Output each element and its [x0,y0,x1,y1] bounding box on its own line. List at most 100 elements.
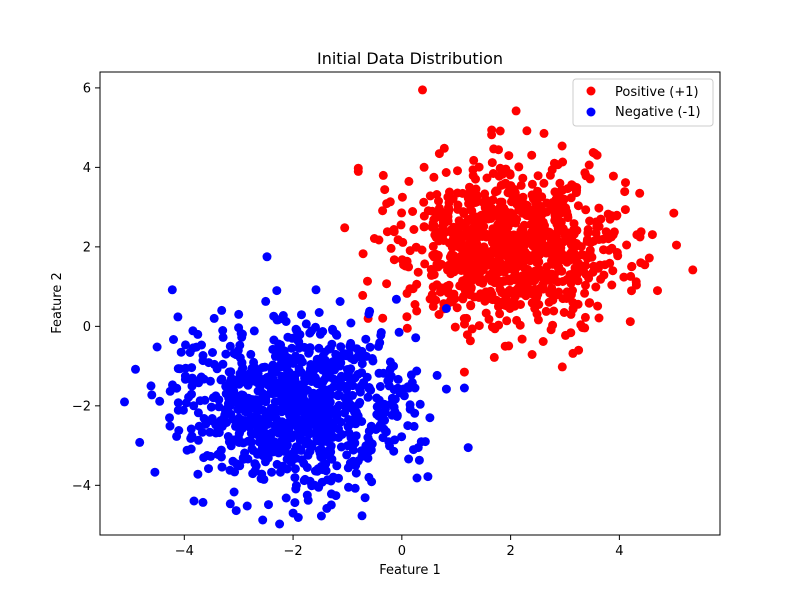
data-point [290,430,299,440]
data-point [326,441,336,451]
data-point [489,352,499,362]
data-point [468,171,478,181]
data-point [562,251,572,261]
data-point [527,350,537,359]
data-point [580,288,590,298]
data-point [522,126,532,136]
data-point [357,511,367,521]
data-point [261,296,271,306]
data-point [544,297,554,307]
data-point [487,158,497,168]
data-point [581,205,591,215]
data-point [557,266,567,276]
data-point [425,413,435,423]
data-point [328,326,338,336]
data-point [299,458,309,468]
data-point [353,369,363,379]
data-point [545,170,555,180]
data-point [483,231,493,241]
data-point [269,380,279,390]
data-point [504,151,514,161]
data-point [380,185,390,195]
data-point [409,445,418,455]
data-point [386,371,396,381]
data-point [196,372,206,382]
data-point [278,419,288,429]
data-point [248,469,258,479]
points-layer [120,85,698,529]
data-point [193,435,203,445]
data-point [229,487,239,497]
data-point [499,179,509,189]
data-point [308,388,318,398]
data-point [207,416,217,426]
data-point [493,263,503,273]
data-point [233,404,243,414]
data-point [364,309,374,319]
data-point [397,432,407,442]
data-point [485,247,495,257]
data-point [488,169,498,178]
data-point [290,473,300,483]
data-point [369,234,379,243]
data-point [226,377,236,387]
data-point [376,330,386,340]
data-point [225,499,235,509]
x-axis-ticks: −4 −2 0 2 4 [175,535,624,559]
data-point [253,386,263,396]
legend-marker-negative [586,107,596,117]
data-point [441,304,451,313]
data-point [529,276,539,286]
data-point [308,407,318,416]
x-tick-label: 2 [506,544,514,559]
data-point [533,171,543,181]
data-point [647,230,657,240]
data-point [408,207,418,216]
data-point [234,309,244,319]
data-point [199,414,209,423]
data-point [512,237,522,247]
data-point [521,281,531,290]
data-point [290,498,300,508]
data-point [208,348,217,357]
data-point [550,187,560,197]
data-point [507,218,517,228]
data-point [573,201,583,211]
data-point [314,436,323,446]
data-point [482,260,492,270]
data-point [603,234,613,244]
data-point [358,290,368,300]
data-point [584,273,594,283]
data-point [206,402,216,412]
data-point [494,145,503,155]
data-point [419,197,429,207]
data-point [279,396,289,406]
data-point [635,188,645,198]
data-point [351,460,361,470]
data-point [385,357,395,367]
data-point [489,226,499,236]
data-point [282,441,292,451]
data-point [356,353,366,362]
data-point [580,312,590,322]
data-point [513,255,523,265]
data-point [566,278,576,288]
data-point [332,461,342,471]
data-point [635,232,645,242]
data-point [304,370,314,380]
data-point [583,225,593,234]
data-point [195,396,205,406]
data-point [335,361,345,371]
data-point [559,308,569,317]
data-point [568,348,578,358]
data-point [131,364,140,374]
data-point [205,427,215,437]
data-point [282,373,292,383]
data-point [409,225,419,234]
data-point [549,306,559,316]
data-point [557,362,567,372]
y-tick-label: 0 [83,320,91,335]
data-point [465,336,475,346]
data-point [589,236,599,246]
data-point [218,332,228,342]
